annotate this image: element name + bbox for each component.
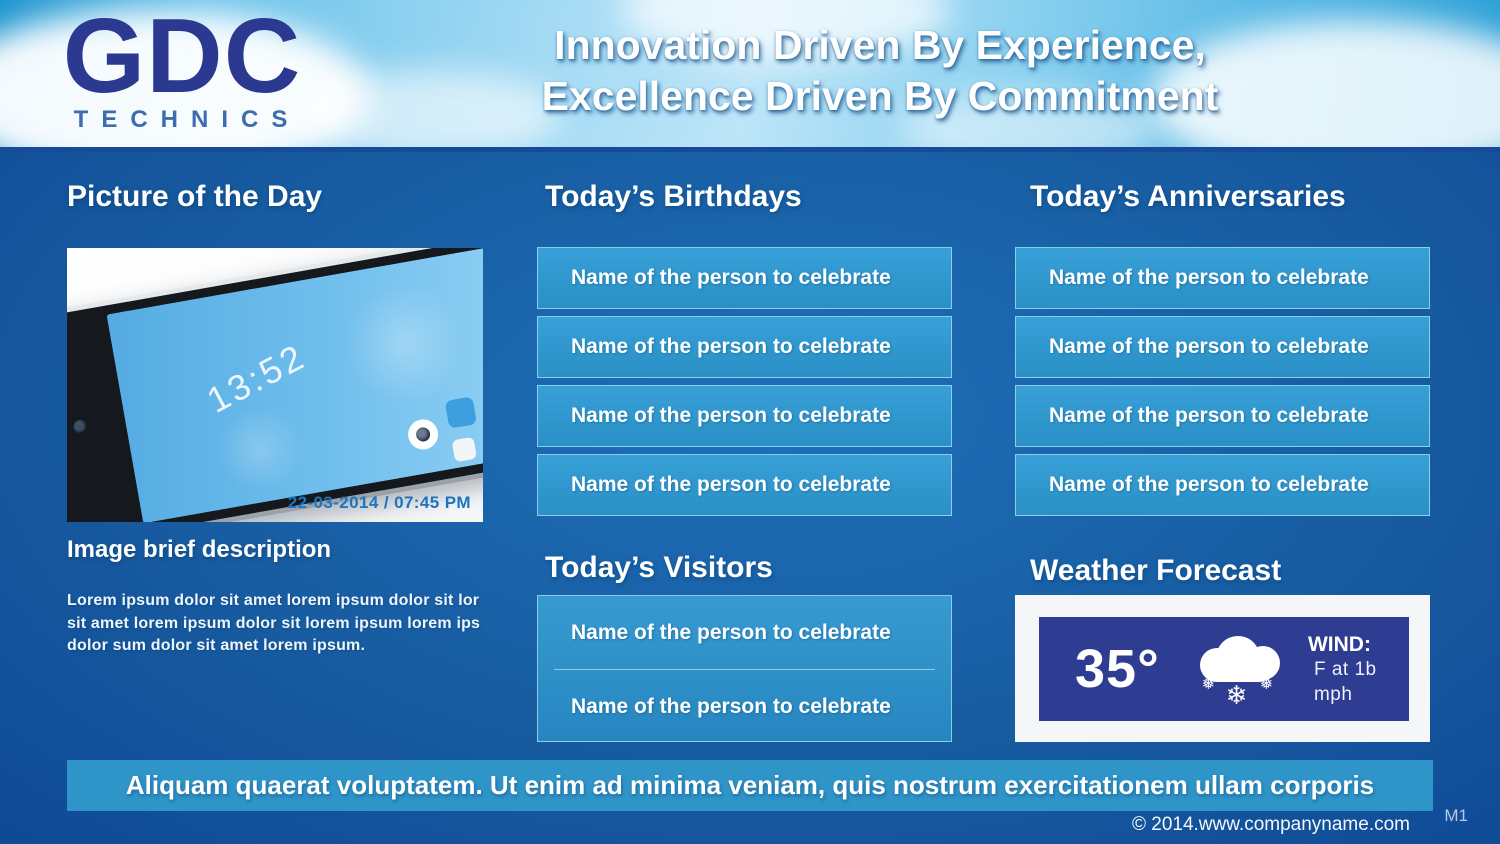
- image-description-text: Lorem ipsum dolor sit amet lorem ipsum d…: [67, 592, 481, 654]
- visitor-list-item: Name of the person to celebrate: [571, 694, 891, 718]
- phone-mockup: 13:52: [67, 248, 483, 522]
- logo-subtext: TECHNICS: [73, 106, 301, 133]
- title-line-2: Excellence Driven By Commitment: [541, 73, 1219, 119]
- camera-app-icon: [405, 417, 441, 452]
- divider: [554, 669, 935, 670]
- main-content: Picture of the Day 13:52: [0, 152, 1500, 844]
- ticker-banner: Aliquam quaerat voluptatem. Ut enim ad m…: [67, 760, 1433, 811]
- weather-widget: 35° ❅ ❄ ❅ WIND: F at 1b mph: [1039, 617, 1409, 721]
- anniversary-list-item: Name of the person to celebrate: [1015, 385, 1430, 447]
- wind-info: WIND: F at 1b mph: [1308, 632, 1409, 707]
- birthday-list-item: Name of the person to celebrate: [537, 247, 952, 309]
- app-icon: [444, 396, 478, 429]
- cloud-decoration: [300, 70, 560, 147]
- photo-datetime: 22-03-2014 / 07:45 PM: [287, 493, 471, 512]
- anniversaries-heading: Today’s Anniversaries: [1030, 180, 1346, 213]
- page-title: Innovation Driven By Experience, Excelle…: [470, 20, 1290, 122]
- image-description-heading: Image brief description: [67, 536, 332, 563]
- copyright-text: © 2014.www.companyname.com: [1131, 814, 1410, 835]
- visitor-list-item: Name of the person to celebrate: [571, 620, 891, 644]
- company-logo: GDC TECHNICS: [52, 2, 312, 134]
- phone-clock-text: 13:52: [200, 335, 313, 421]
- anniversary-list-item: Name of the person to celebrate: [1015, 316, 1430, 378]
- header: GDC TECHNICS Innovation Driven By Experi…: [0, 0, 1500, 152]
- wind-value: F at 1b mph: [1313, 658, 1377, 705]
- birthdays-heading: Today’s Birthdays: [545, 180, 802, 213]
- cloud-glyph: [1199, 636, 1280, 682]
- slide-marker: M1: [1444, 806, 1468, 825]
- app-icon: [481, 388, 483, 417]
- anniversary-list-item: Name of the person to celebrate: [1015, 247, 1430, 309]
- snow-cloud-icon: ❅ ❄ ❅: [1194, 630, 1280, 710]
- snowflake-icon: ❅: [1201, 676, 1216, 693]
- birthday-list-item: Name of the person to celebrate: [537, 454, 952, 516]
- cloud-decoration: [900, 90, 1160, 147]
- wind-label: WIND:: [1307, 632, 1371, 656]
- anniversary-list-item: Name of the person to celebrate: [1015, 454, 1430, 516]
- snowflake-icon: ❄: [1225, 680, 1248, 710]
- birthday-list-item: Name of the person to celebrate: [537, 316, 952, 378]
- title-line-1: Innovation Driven By Experience,: [554, 22, 1206, 68]
- visitors-panel: Name of the person to celebrate Name of …: [537, 595, 952, 742]
- temperature-value: 35°: [1075, 639, 1160, 699]
- weather-heading: Weather Forecast: [1030, 554, 1282, 587]
- snowflake-icon: ❅: [1259, 676, 1274, 693]
- birthday-list-item: Name of the person to celebrate: [537, 385, 952, 447]
- app-icon: [451, 436, 478, 463]
- phone-screen: 13:52: [106, 248, 483, 522]
- picture-of-day-photo: 13:52 22-03-2014 / 07:45 PM: [67, 248, 483, 522]
- logo-text: GDC: [62, 0, 302, 115]
- phone-camera-dot: [72, 418, 89, 435]
- weather-panel: 35° ❅ ❄ ❅ WIND: F at 1b mph: [1015, 595, 1430, 742]
- visitors-heading: Today’s Visitors: [545, 551, 773, 584]
- picture-of-day-heading: Picture of the Day: [67, 180, 323, 213]
- phone-bezel: 13:52: [67, 248, 483, 522]
